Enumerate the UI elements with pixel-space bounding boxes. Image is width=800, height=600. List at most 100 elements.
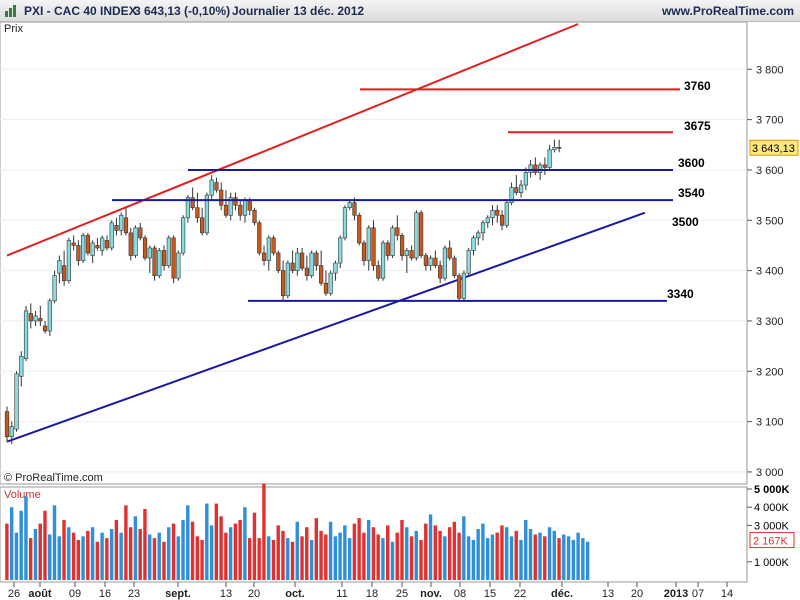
volume-bar	[414, 530, 418, 580]
volume-bar	[252, 512, 257, 580]
volume-bar	[357, 518, 361, 580]
volume-bar	[209, 525, 214, 580]
candle	[66, 237, 71, 284]
volume-bar	[114, 519, 119, 580]
volume-bar	[143, 509, 147, 580]
candle-body	[414, 212, 419, 259]
candle-body	[361, 242, 367, 261]
volume-bar	[105, 538, 109, 580]
level-label-3675: 3675	[684, 119, 711, 133]
candle	[214, 177, 219, 193]
candle-body	[90, 242, 95, 256]
volume-bar	[300, 536, 304, 580]
candle-body	[66, 240, 71, 281]
candle-body	[133, 227, 138, 256]
candle	[352, 197, 357, 221]
y-tick-label: 3 600	[756, 165, 784, 177]
site-link[interactable]: www.ProRealTime.com	[661, 4, 794, 18]
y-tick-label: 3 800	[756, 64, 784, 76]
candle	[4, 406, 10, 442]
level-label-3500: 3500	[672, 215, 699, 229]
candle	[252, 207, 257, 226]
candle-body	[257, 222, 262, 254]
candle-body	[276, 252, 281, 271]
last-volume-tag	[749, 532, 795, 549]
candle-body	[166, 237, 171, 266]
volume-bar	[319, 530, 323, 580]
candle	[285, 260, 290, 299]
x-tick-label: 20	[248, 588, 260, 600]
volume-bar	[419, 539, 423, 580]
candle-body	[209, 179, 214, 196]
candle-body	[76, 245, 81, 261]
volume-bar	[24, 496, 28, 580]
volume-bar	[409, 536, 414, 580]
candle	[466, 247, 471, 276]
candle-body	[147, 247, 152, 259]
volume-bar	[481, 523, 485, 580]
candle-body	[404, 250, 409, 256]
candle	[452, 255, 457, 279]
volume-bar	[547, 527, 552, 580]
volume-bar	[347, 538, 352, 580]
candle-body	[490, 209, 495, 219]
candle	[100, 235, 105, 256]
candle-body	[523, 172, 528, 186]
candle-body	[233, 197, 238, 206]
candle	[76, 240, 81, 266]
candle-body	[314, 252, 319, 266]
candle	[157, 247, 162, 279]
candle	[190, 187, 195, 211]
trend-line-1	[6, 211, 646, 443]
candle	[509, 182, 514, 206]
volume-bar	[528, 529, 533, 580]
volume-bar	[238, 519, 242, 580]
candle-body	[261, 252, 267, 261]
y-tick-label: 3 300	[756, 316, 784, 328]
volume-bar	[466, 536, 471, 580]
candle	[300, 247, 305, 271]
candle-body	[447, 247, 452, 259]
volume-bar	[309, 539, 314, 580]
candle	[290, 250, 295, 274]
x-tick-label: 25	[396, 588, 408, 600]
candle	[95, 237, 100, 251]
candle	[228, 192, 233, 221]
x-tick-label: déc.	[551, 588, 573, 600]
candle	[14, 371, 19, 432]
candle-body	[33, 315, 38, 322]
candle	[261, 245, 267, 266]
volume-bar	[424, 523, 428, 580]
volume-bar	[43, 510, 47, 580]
volume-bar	[181, 519, 185, 580]
vol-tick-label: 5 000K	[754, 484, 790, 496]
volume-bar	[247, 538, 252, 580]
x-tick-label: août	[28, 588, 52, 600]
candle	[361, 240, 367, 266]
candle	[333, 260, 338, 281]
candle-body	[223, 204, 229, 216]
candle-body	[480, 222, 486, 234]
candle	[366, 225, 371, 271]
candle-body	[290, 262, 295, 271]
candle-body	[457, 275, 462, 299]
candle-body	[533, 164, 538, 173]
volume-bar	[90, 527, 95, 580]
volume-bar	[533, 534, 537, 580]
candle	[347, 200, 352, 211]
candle	[480, 220, 486, 241]
candle-body	[419, 212, 424, 256]
candle	[38, 305, 43, 326]
volume-bar	[171, 523, 176, 580]
candle-body	[47, 300, 52, 332]
candle-body	[471, 237, 476, 251]
candle-body	[62, 265, 67, 281]
candle	[338, 235, 343, 269]
candle	[518, 180, 524, 198]
volume-bar	[381, 538, 385, 580]
candle	[200, 207, 205, 236]
volume-bar	[305, 527, 309, 580]
candle	[433, 250, 438, 269]
candle-body	[228, 197, 233, 216]
volume-bar	[362, 532, 366, 580]
